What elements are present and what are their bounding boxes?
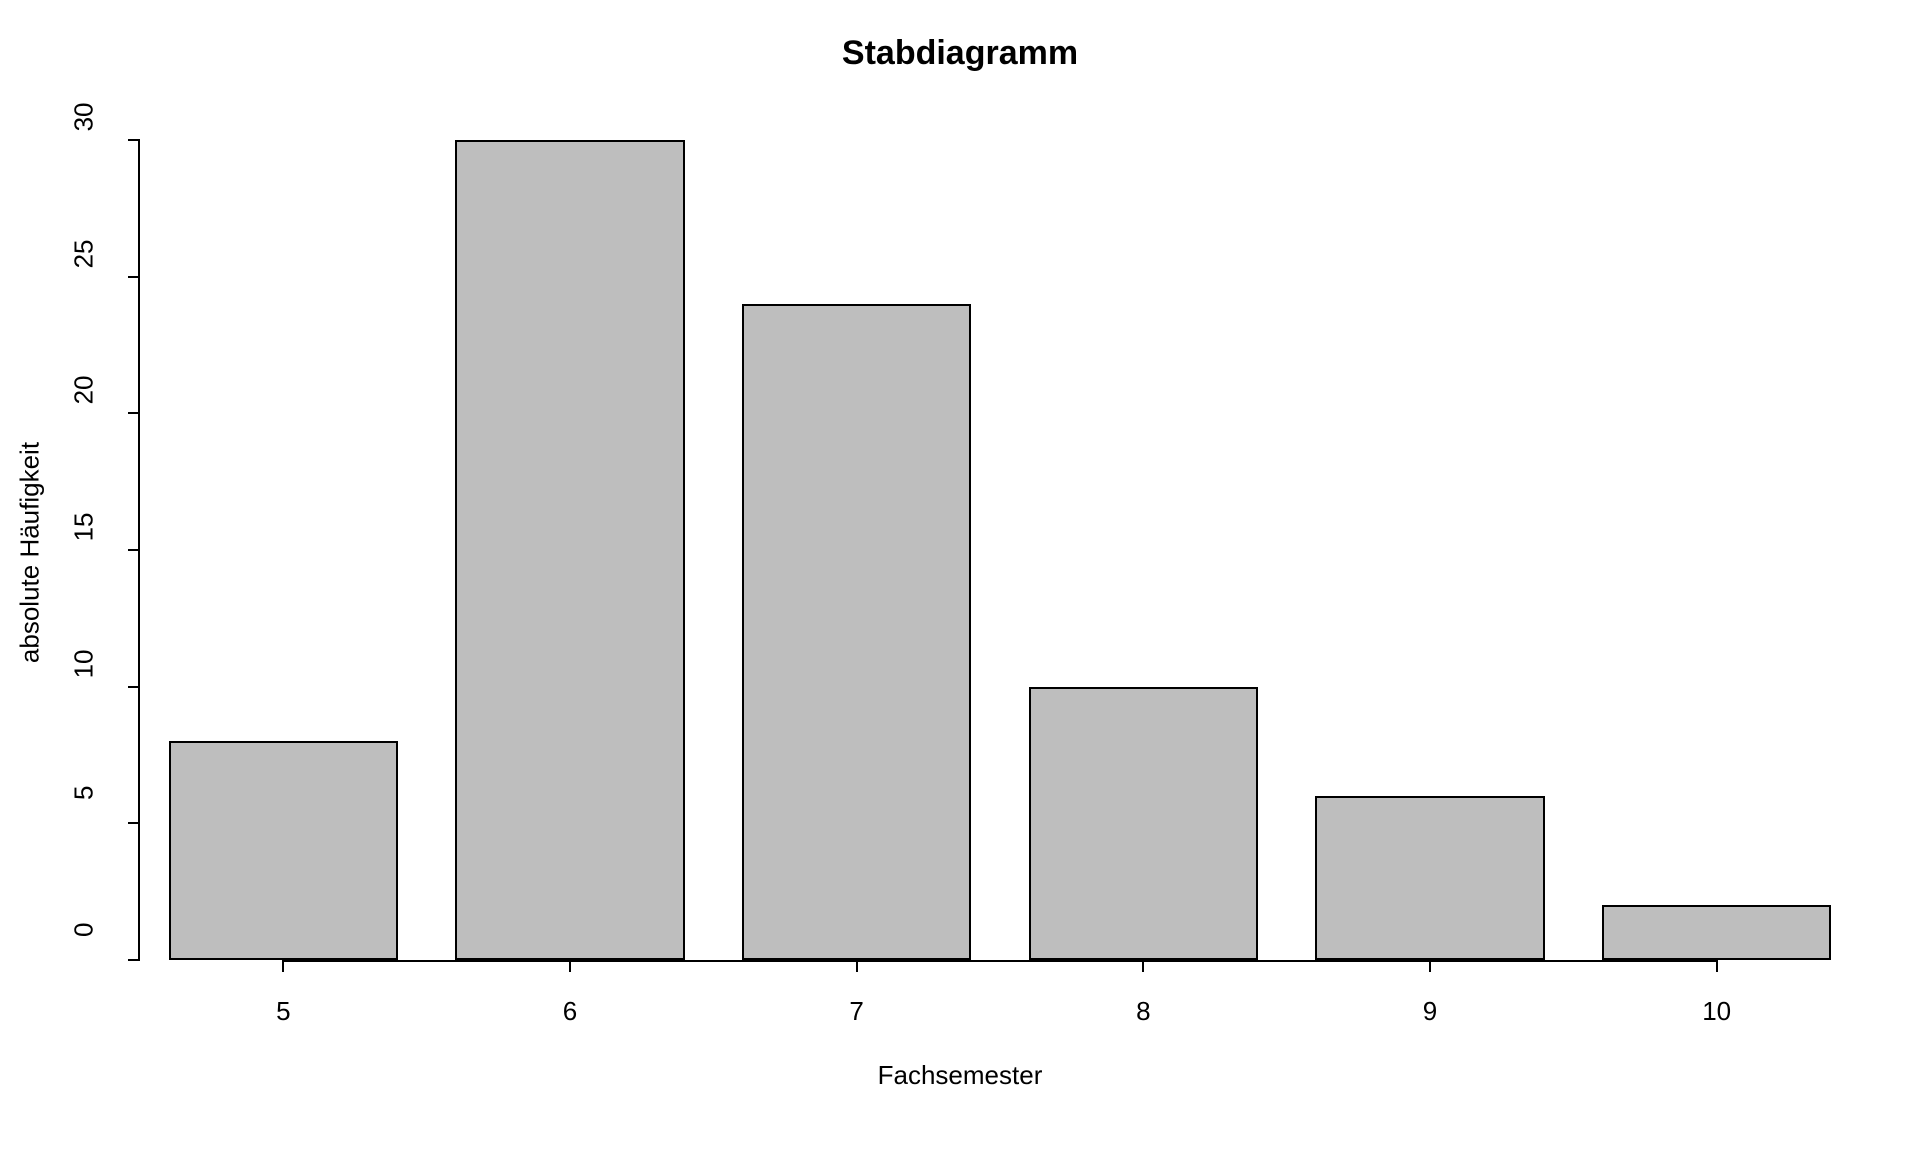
y-tick-label: 30 [69,103,100,183]
y-tick-label: 0 [69,923,100,1003]
x-tick [1716,960,1718,972]
x-tick [1429,960,1431,972]
chart-container: Stabdiagramm absolute Häufigkeit Fachsem… [0,0,1920,1152]
plot-area [140,140,1860,960]
x-tick-label: 9 [1370,996,1490,1027]
y-tick [128,412,140,414]
x-tick-label: 7 [797,996,917,1027]
bar [169,741,398,960]
x-tick-label: 6 [510,996,630,1027]
y-tick-label: 20 [69,376,100,456]
y-tick [128,139,140,141]
y-tick [128,959,140,961]
bar [742,304,971,960]
y-axis-label: absolute Häufigkeit [15,143,46,963]
x-tick [1142,960,1144,972]
bar [1029,687,1258,960]
x-axis-label: Fachsemester [0,1060,1920,1091]
y-tick [128,549,140,551]
y-tick-label: 10 [69,649,100,729]
y-tick [128,276,140,278]
x-axis-line [283,960,1716,962]
bar [1315,796,1544,960]
y-tick-label: 15 [69,513,100,593]
x-tick-label: 10 [1657,996,1777,1027]
y-tick [128,822,140,824]
chart-title: Stabdiagramm [0,34,1920,73]
x-tick [282,960,284,972]
y-tick-label: 25 [69,239,100,319]
bar [1602,905,1831,960]
y-tick-label: 5 [69,786,100,866]
y-tick [128,686,140,688]
x-tick-label: 8 [1083,996,1203,1027]
x-tick-label: 5 [223,996,343,1027]
x-tick [856,960,858,972]
x-tick [569,960,571,972]
bar [455,140,684,960]
